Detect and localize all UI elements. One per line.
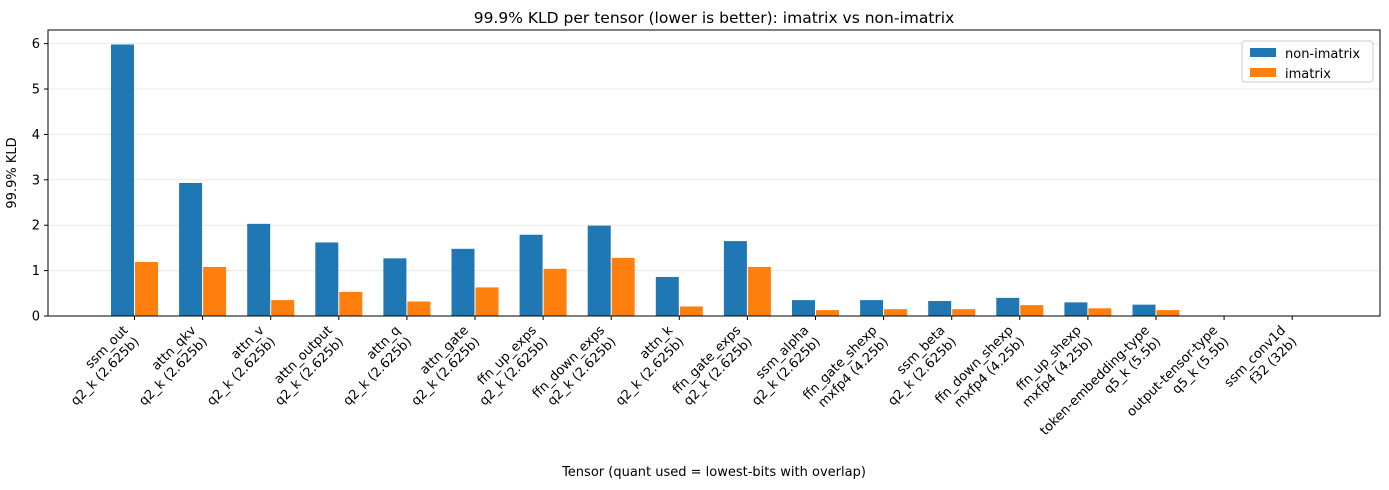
bar-non-imatrix-ssm_beta	[928, 301, 952, 316]
bar-non-imatrix-ssm_alpha	[792, 300, 815, 316]
y-tick-label-0: 0	[32, 310, 40, 325]
y-axis-label: 99.9% KLD	[5, 137, 20, 208]
gridlines	[49, 43, 1379, 272]
bar-imatrix-attn_q	[407, 301, 431, 316]
bar-imatrix-ssm_alpha	[816, 310, 839, 316]
bar-imatrix-ffn_down_exps	[611, 257, 635, 316]
bar-non-imatrix-ffn_gate_shexp	[860, 300, 884, 316]
bar-non-imatrix-ssm_out	[111, 44, 134, 317]
bar-non-imatrix-attn_gate	[451, 248, 475, 316]
bar-imatrix-attn_k	[679, 306, 703, 316]
legend-swatch-non-imatrix	[1250, 48, 1276, 57]
bar-non-imatrix-ffn_up_exps	[519, 234, 543, 316]
legend-label-imatrix: imatrix	[1285, 67, 1331, 82]
bar-non-imatrix-attn_k	[655, 276, 679, 316]
y-tick-label-1: 1	[32, 264, 40, 279]
bar-imatrix-ssm_out	[135, 261, 158, 316]
bar-imatrix-attn_qkv	[203, 266, 227, 316]
chart-title: 99.9% KLD per tensor (lower is better): …	[474, 9, 955, 27]
y-tick-label-2: 2	[32, 219, 40, 234]
bar-non-imatrix-token-embedding-type	[1132, 304, 1156, 316]
bar-imatrix-ffn_gate_exps	[747, 266, 771, 316]
y-tick-label-3: 3	[32, 173, 40, 188]
bar-imatrix-ssm_beta	[952, 309, 976, 316]
bar-imatrix-ffn_up_exps	[543, 268, 567, 316]
bar-non-imatrix-attn_v	[247, 223, 271, 316]
x-tick-label-attn_q: attn_qq2_k (2.625b)	[341, 323, 415, 409]
y-tick-label-4: 4	[32, 128, 40, 143]
bar-imatrix-ffn_gate_shexp	[884, 309, 908, 316]
bar-imatrix-attn_gate	[475, 287, 499, 316]
bars	[111, 44, 1180, 317]
legend: non-imatrix imatrix	[1241, 40, 1374, 83]
bar-imatrix-attn_v	[271, 300, 295, 316]
bar-imatrix-token-embedding-type	[1156, 310, 1180, 316]
y-axis: 0 1 2 3 4 5 6	[32, 37, 48, 325]
bar-imatrix-attn_output	[339, 291, 363, 316]
bar-non-imatrix-ffn_down_exps	[587, 225, 611, 316]
bar-imatrix-ffn_down_shexp	[1020, 305, 1044, 316]
legend-swatch-imatrix	[1250, 68, 1276, 77]
bar-non-imatrix-ffn_up_shexp	[1064, 302, 1088, 316]
bar-imatrix-ffn_up_shexp	[1088, 308, 1112, 316]
x-tick-label-attn_k: attn_kq2_k (2.625b)	[613, 323, 687, 409]
bar-non-imatrix-attn_qkv	[179, 182, 203, 316]
bar-non-imatrix-attn_q	[383, 258, 407, 316]
x-tick-label-attn_v: attn_vq2_k (2.625b)	[204, 323, 278, 409]
x-axis-label: Tensor (quant used = lowest-bits with ov…	[561, 465, 866, 480]
bar-non-imatrix-ffn_gate_exps	[723, 241, 747, 316]
legend-label-non-imatrix: non-imatrix	[1285, 47, 1360, 62]
bar-non-imatrix-attn_output	[315, 242, 339, 316]
plot-border	[47, 29, 1381, 317]
y-tick-label-5: 5	[32, 83, 40, 98]
bar-non-imatrix-ffn_down_shexp	[996, 297, 1020, 316]
y-tick-label-6: 6	[32, 37, 40, 52]
